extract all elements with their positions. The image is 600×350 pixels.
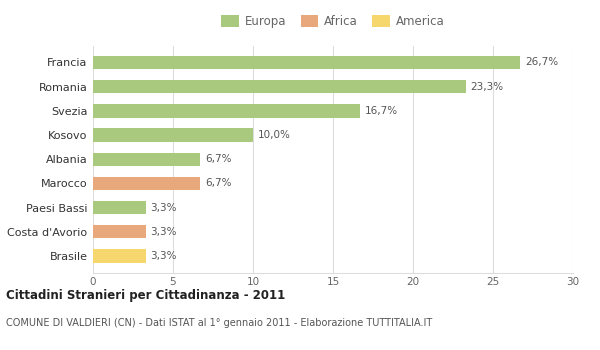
Text: 10,0%: 10,0% — [258, 130, 290, 140]
Text: 16,7%: 16,7% — [365, 106, 398, 116]
Bar — [93, 128, 253, 142]
Bar — [93, 201, 146, 214]
Text: 26,7%: 26,7% — [525, 57, 558, 68]
Text: 23,3%: 23,3% — [470, 82, 504, 92]
Text: 6,7%: 6,7% — [205, 154, 232, 164]
Legend: Europa, Africa, America: Europa, Africa, America — [221, 15, 445, 28]
Text: 3,3%: 3,3% — [151, 203, 177, 213]
Bar — [93, 225, 146, 238]
Text: Cittadini Stranieri per Cittadinanza - 2011: Cittadini Stranieri per Cittadinanza - 2… — [6, 289, 285, 302]
Text: 3,3%: 3,3% — [151, 227, 177, 237]
Bar — [93, 249, 146, 262]
Text: 3,3%: 3,3% — [151, 251, 177, 261]
Bar — [93, 56, 520, 69]
Text: COMUNE DI VALDIERI (CN) - Dati ISTAT al 1° gennaio 2011 - Elaborazione TUTTITALI: COMUNE DI VALDIERI (CN) - Dati ISTAT al … — [6, 318, 432, 329]
Text: 6,7%: 6,7% — [205, 178, 232, 188]
Bar — [93, 104, 360, 118]
Bar — [93, 177, 200, 190]
Bar — [93, 153, 200, 166]
Bar — [93, 80, 466, 93]
